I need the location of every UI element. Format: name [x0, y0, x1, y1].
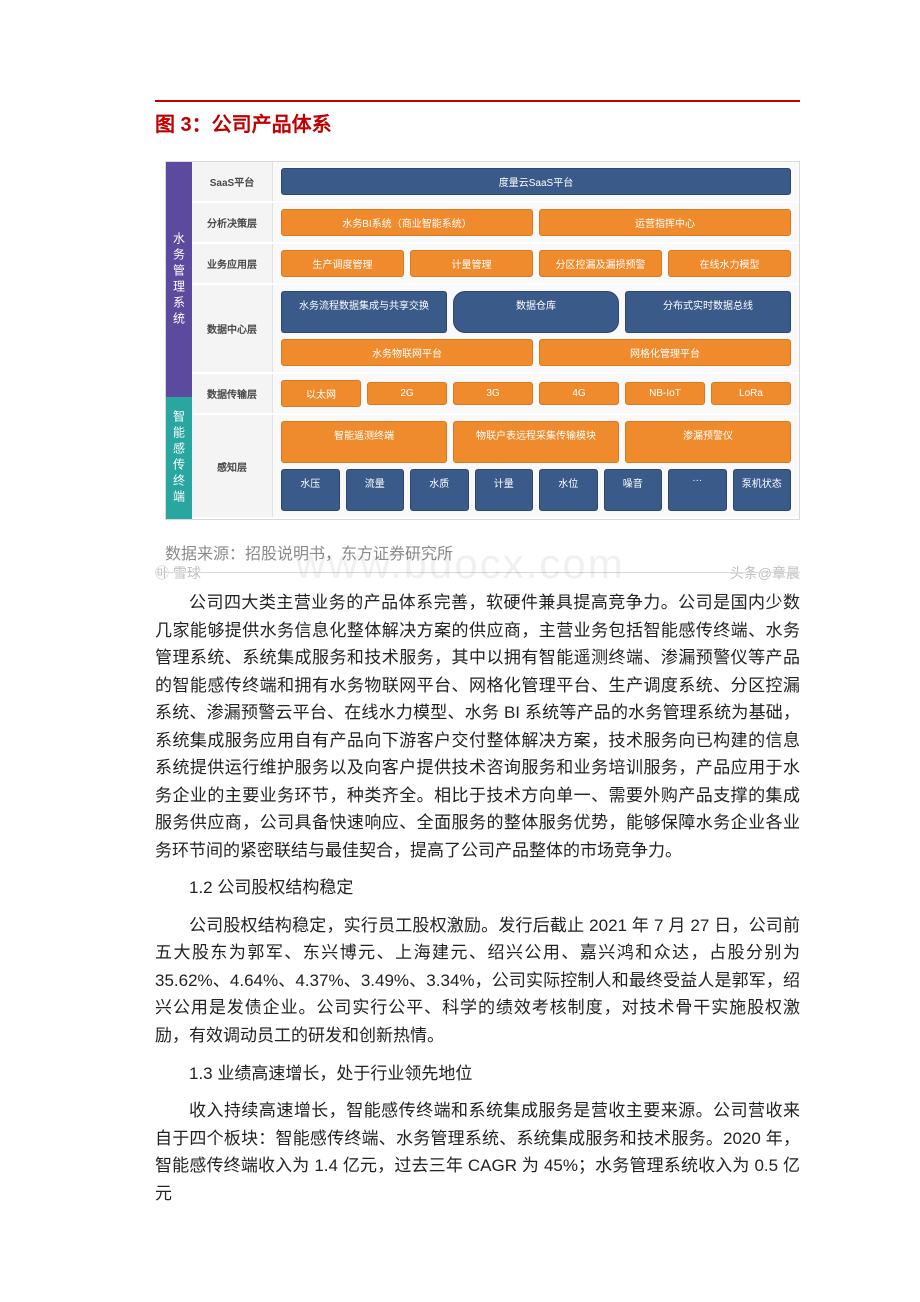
section-heading-13: 1.3 业绩高速增长，处于行业领先地位: [155, 1060, 800, 1088]
figure-title: 图 3：公司产品体系: [155, 108, 800, 137]
row-label: 业务应用层: [192, 244, 273, 283]
pill: 数据仓库: [453, 291, 619, 333]
paragraph-3: 收入持续高速增长，智能感传终端和系统集成服务是营收主要来源。公司营收来自于四个板…: [155, 1097, 800, 1207]
pill: 流量: [346, 469, 405, 511]
pill: 泵机状态: [733, 469, 792, 511]
pill: 运营指挥中心: [539, 209, 791, 236]
row-label: 分析决策层: [192, 203, 273, 242]
pill: LoRa: [711, 382, 791, 405]
watermark-row: ㉲ 雪球 头条@章晨: [155, 563, 800, 583]
row-label: 数据传输层: [192, 374, 273, 413]
pill: 计量管理: [410, 250, 533, 277]
vlabel-water-mgmt: 水务管理系统: [166, 162, 192, 397]
watermark-left: ㉲ 雪球: [155, 563, 201, 583]
pill: 分区控漏及漏损预警: [539, 250, 662, 277]
top-rule: [155, 100, 800, 102]
pill: 物联户表远程采集传输模块: [453, 421, 619, 463]
pill: 生产调度管理: [281, 250, 404, 277]
pill: 2G: [367, 382, 447, 405]
pill: 水务BI系统（商业智能系统）: [281, 209, 533, 236]
row-label: SaaS平台: [192, 162, 273, 201]
pill: 4G: [539, 382, 619, 405]
pill: 度量云SaaS平台: [281, 168, 791, 195]
pill: ···: [668, 469, 727, 511]
row-business-app: 业务应用层 生产调度管理 计量管理 分区控漏及漏损预警 在线水力模型: [192, 244, 799, 285]
pill: 水质: [410, 469, 469, 511]
pill: 在线水力模型: [668, 250, 791, 277]
data-source: 数据来源：招股说明书，东方证券研究所: [165, 540, 800, 564]
pill: 网格化管理平台: [539, 339, 791, 366]
section-heading-12: 1.2 公司股权结构稳定: [155, 874, 800, 902]
watermark-right: 头条@章晨: [730, 563, 800, 583]
pill: 水务物联网平台: [281, 339, 533, 366]
pill: 以太网: [281, 380, 361, 407]
pill: 分布式实时数据总线: [625, 291, 791, 333]
row-data-center: 数据中心层 水务流程数据集成与共享交换 数据仓库 分布式实时数据总线 水务物联网…: [192, 285, 799, 374]
body-text: 公司四大类主营业务的产品体系完善，软硬件兼具提高竞争力。公司是国内少数几家能够提…: [155, 589, 800, 1207]
vlabel-smart-terminal: 智能感传终端: [166, 397, 192, 519]
product-system-diagram: 水务管理系统 智能感传终端 SaaS平台 度量云SaaS平台 分析决策层 水务B…: [165, 161, 800, 520]
pill: 水位: [539, 469, 598, 511]
pill: 噪音: [604, 469, 663, 511]
pill: 智能遥测终端: [281, 421, 447, 463]
row-analysis: 分析决策层 水务BI系统（商业智能系统） 运营指挥中心: [192, 203, 799, 244]
pill: 水务流程数据集成与共享交换: [281, 291, 447, 333]
row-saas: SaaS平台 度量云SaaS平台: [192, 162, 799, 203]
row-sensing: 感知层 智能遥测终端 物联户表远程采集传输模块 渗漏预警仪 水压 流量 水质 计…: [192, 415, 799, 519]
pill: 计量: [475, 469, 534, 511]
row-data-transport: 数据传输层 以太网 2G 3G 4G NB-IoT LoRa: [192, 374, 799, 415]
paragraph-1: 公司四大类主营业务的产品体系完善，软硬件兼具提高竞争力。公司是国内少数几家能够提…: [155, 589, 800, 864]
paragraph-2: 公司股权结构稳定，实行员工股权激励。发行后截止 2021 年 7 月 27 日，…: [155, 912, 800, 1050]
pill: NB-IoT: [625, 382, 705, 405]
pill: 水压: [281, 469, 340, 511]
row-label: 数据中心层: [192, 285, 273, 372]
row-label: 感知层: [192, 415, 273, 517]
pill: 渗漏预警仪: [625, 421, 791, 463]
pill: 3G: [453, 382, 533, 405]
light-rule: [155, 572, 800, 573]
